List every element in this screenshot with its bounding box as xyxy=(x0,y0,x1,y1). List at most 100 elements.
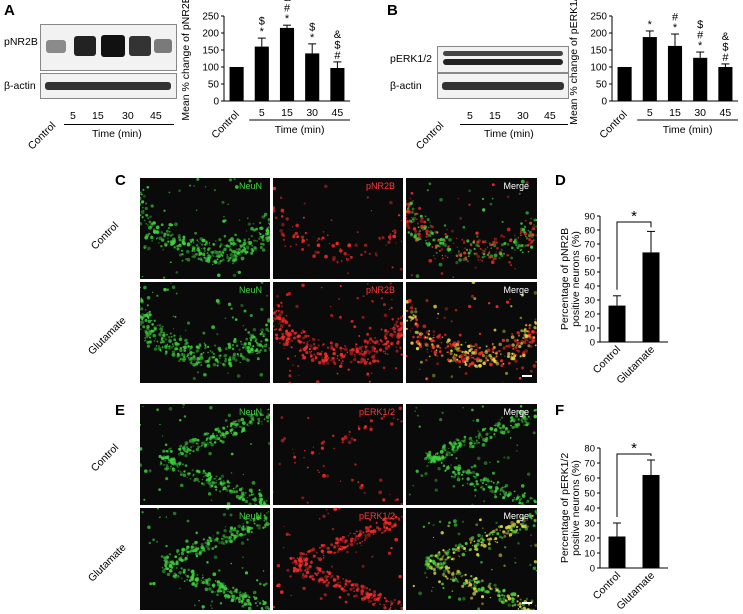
row-label-glutamate-c: Glutamate xyxy=(85,314,129,358)
beta-actin-blot-b xyxy=(437,73,569,99)
lane-30-b: 30 xyxy=(517,110,529,122)
time-bracket-b xyxy=(460,124,568,125)
panel-c-label: C xyxy=(115,172,126,189)
y-tick-label: 100 xyxy=(202,63,219,74)
bar xyxy=(608,305,626,342)
x-tick-label: 30 xyxy=(306,107,318,119)
beta-actin-label-a: β-actin xyxy=(4,80,36,92)
perk-western-blot xyxy=(437,46,569,73)
x-tick-label: 5 xyxy=(647,107,653,119)
micrograph-e-glutamate-merge: Merge xyxy=(406,508,537,610)
significance-mark: * xyxy=(310,32,315,44)
y-axis-label: positive neurons (%) xyxy=(570,460,582,556)
y-tick-label: 10 xyxy=(584,324,595,335)
y-tick-label: 0 xyxy=(590,338,595,349)
x-tick-label: 15 xyxy=(669,107,681,119)
fluorescence-texture xyxy=(406,179,537,278)
y-tick-label: 50 xyxy=(584,489,595,500)
micrograph-c-glutamate-pnr2b: pNR2B xyxy=(273,282,403,383)
fluorescence-texture xyxy=(141,508,270,610)
fluorescence-texture xyxy=(406,282,537,383)
y-tick-label: 0 xyxy=(601,97,607,108)
time-bracket-a xyxy=(64,124,174,125)
significance-bracket xyxy=(616,221,652,290)
y-tick-label: 250 xyxy=(590,12,607,23)
bar xyxy=(667,45,683,101)
significance-mark: * xyxy=(285,13,290,25)
micrograph-c-glutamate-merge: Merge xyxy=(406,282,537,383)
scale-bar-e xyxy=(522,602,532,604)
panel-d-label: D xyxy=(555,172,566,189)
y-axis-label: Mean % change of pERK1/2 xyxy=(568,0,580,125)
micrograph-c-glutamate-neun: NeuN xyxy=(140,282,270,383)
beta-actin-label-b: β-actin xyxy=(390,80,422,92)
y-tick-label: 50 xyxy=(596,80,608,91)
y-tick-label: 90 xyxy=(584,212,595,223)
x-tick-label: 5 xyxy=(259,107,265,119)
significance-mark: * xyxy=(698,40,703,52)
panel-e-label: E xyxy=(115,402,126,419)
scale-bar-c xyxy=(522,375,532,377)
pnr2b-western-blot xyxy=(40,24,177,71)
bar xyxy=(330,68,345,101)
y-tick-label: 20 xyxy=(584,310,595,321)
significance-mark: & xyxy=(283,0,291,4)
y-tick-label: 10 xyxy=(584,549,595,560)
significance-mark: * xyxy=(631,208,637,225)
significance-mark: $ xyxy=(309,21,315,33)
bar xyxy=(642,37,657,101)
significance-mark: $ xyxy=(697,19,703,31)
fluorescence-texture xyxy=(273,184,403,275)
fluorescence-texture xyxy=(273,406,403,505)
row-label-control-c: Control xyxy=(88,219,122,253)
significance-mark: & xyxy=(334,29,342,41)
y-tick-label: 60 xyxy=(584,474,595,485)
y-tick-label: 80 xyxy=(584,444,595,455)
y-tick-label: 150 xyxy=(590,46,607,57)
fluorescence-texture xyxy=(412,509,537,610)
perk-blot-label: pERK1/2 xyxy=(390,53,433,65)
x-tick-label: Control xyxy=(591,570,623,602)
fluorescence-texture xyxy=(140,282,270,381)
time-label-b: Time (min) xyxy=(484,128,534,140)
bar xyxy=(617,67,632,101)
y-tick-label: 40 xyxy=(584,282,595,293)
significance-mark: * xyxy=(631,440,637,457)
x-tick-label: 15 xyxy=(281,107,293,119)
y-tick-label: 70 xyxy=(584,240,595,251)
bar xyxy=(608,536,626,568)
significance-mark: * xyxy=(673,22,678,34)
x-tick-label: Control xyxy=(591,344,623,376)
significance-mark: # xyxy=(672,12,679,24)
beta-actin-blot-a xyxy=(40,73,177,99)
micrograph-e-control-neun: NeuN xyxy=(140,404,270,505)
significance-mark: # xyxy=(334,50,341,62)
bar xyxy=(305,53,320,101)
micrograph-c-control-pnr2b: pNR2B xyxy=(273,178,403,279)
lane-5-b: 5 xyxy=(467,110,473,122)
panel-a-label: A xyxy=(4,2,15,19)
y-axis-label: Percentage of pNR2B xyxy=(560,228,571,330)
micrograph-e-control-merge: Merge xyxy=(406,404,537,505)
bar xyxy=(642,475,660,568)
y-tick-label: 80 xyxy=(584,226,595,237)
chart-d: 0102030405060708090ControlGlutamate*Perc… xyxy=(560,208,668,386)
row-label-glutamate-e: Glutamate xyxy=(85,541,129,585)
y-tick-label: 200 xyxy=(202,29,219,40)
pnr2b-blot-label: pNR2B xyxy=(4,36,38,48)
fluorescence-texture xyxy=(273,508,403,610)
significance-mark: # xyxy=(697,30,704,42)
x-tick-label: 45 xyxy=(720,107,732,119)
fluorescence-texture xyxy=(408,405,537,505)
significance-mark: $ xyxy=(259,16,265,28)
y-tick-label: 50 xyxy=(584,268,595,279)
y-tick-label: 250 xyxy=(202,12,219,23)
lane-15-a: 15 xyxy=(92,110,104,122)
y-tick-label: 20 xyxy=(584,534,595,545)
x-tick-label: 30 xyxy=(694,107,706,119)
chart-b: 050100150200250Control*5*#15*#$30#$&45Ti… xyxy=(568,0,738,141)
lane-45-b: 45 xyxy=(544,110,556,122)
y-axis-label: Mean % change of pNR2B xyxy=(180,0,192,121)
chart-f: 01020304050607080ControlGlutamate*Percen… xyxy=(560,440,668,612)
micrograph-e-glutamate-perk: pERK1/2 xyxy=(273,508,403,610)
